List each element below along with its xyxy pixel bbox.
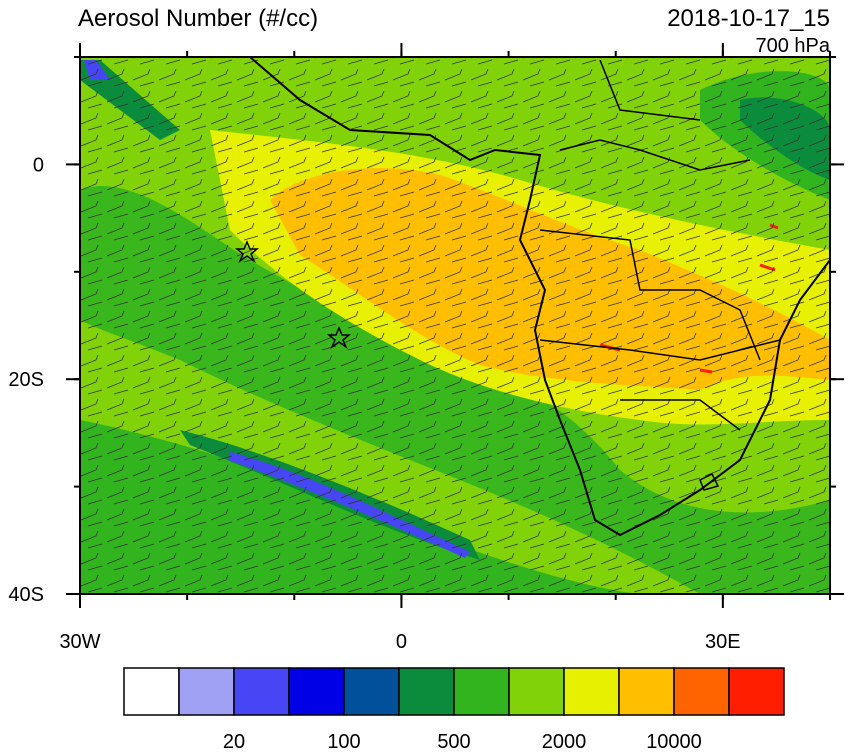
colorbar-swatch [508, 667, 565, 716]
y-tick-label: 0 [33, 154, 44, 176]
colorbar-swatch [563, 667, 620, 716]
map-frame [79, 56, 831, 595]
x-tick-label: 30W [59, 631, 100, 653]
colorbar-label: 100 [327, 731, 360, 750]
colorbar-label: 500 [437, 731, 470, 750]
colorbar-swatch [673, 667, 730, 716]
valid-time: 2018-10-17_15 [667, 5, 830, 32]
colorbar-label: 20 [223, 731, 245, 750]
colorbar-swatch [233, 667, 290, 716]
colorbar-swatch [178, 667, 235, 716]
colorbar-swatch [728, 667, 785, 716]
colorbar-swatch [618, 667, 675, 716]
colorbar-swatch [398, 667, 455, 716]
x-tick-label: 30E [705, 631, 741, 653]
star-marker [326, 326, 352, 350]
colorbar-swatch [123, 667, 180, 716]
colorbar-label: 2000 [542, 731, 587, 750]
y-tick-label: 20S [8, 369, 44, 391]
x-tick-label: 0 [396, 631, 407, 653]
star-marker [234, 240, 260, 264]
colorbar-label: 10000 [646, 731, 702, 750]
y-tick-label: 40S [8, 584, 44, 606]
colorbar-swatch [453, 667, 510, 716]
colorbar-swatch [343, 667, 400, 716]
title: Aerosol Number (#/cc) [78, 5, 318, 32]
colorbar-swatch [288, 667, 345, 716]
map-field [80, 57, 830, 594]
pressure-level: 700 hPa [755, 35, 830, 57]
